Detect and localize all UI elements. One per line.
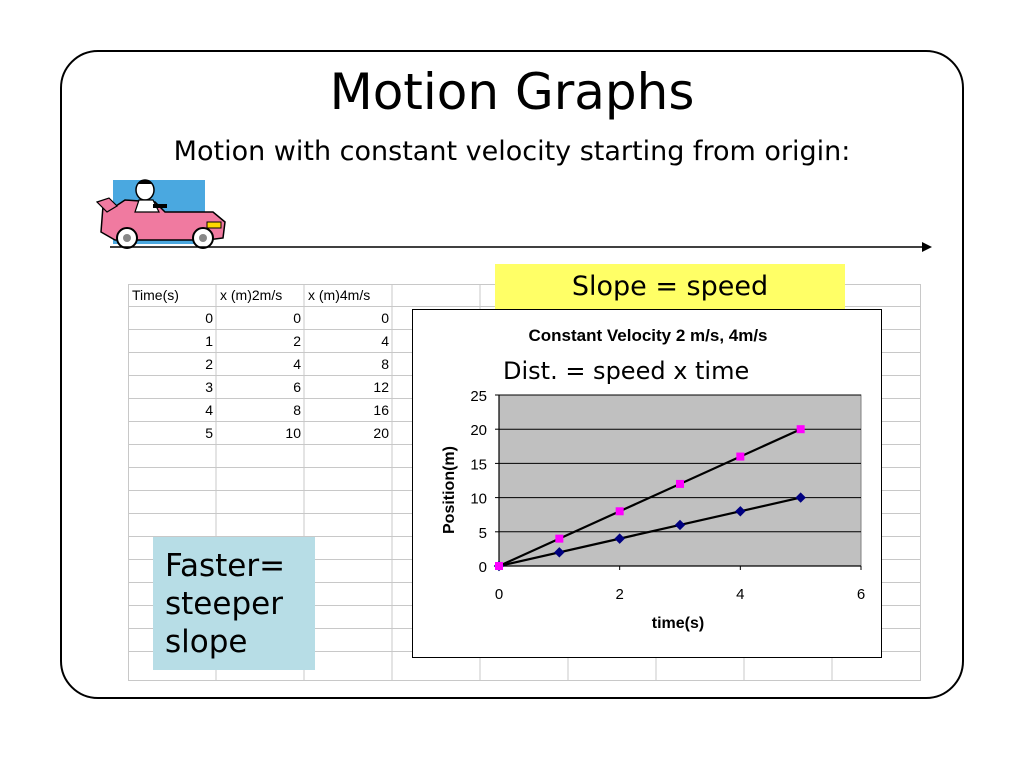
table-cell: 4 [381, 333, 389, 349]
data-point [674, 519, 686, 531]
table-cell: 4 [293, 356, 301, 372]
x-tick-label: 4 [736, 586, 744, 603]
trendline [498, 496, 801, 568]
chart-annotation: Dist. = speed x time [503, 357, 750, 385]
table-cell: 8 [293, 402, 301, 418]
data-point [495, 562, 503, 570]
table-header-x4: x (m)4m/s [308, 287, 371, 303]
slope-callout: Slope = speed [495, 264, 845, 310]
x-tick-label: 0 [495, 586, 503, 603]
data-point [555, 534, 564, 543]
x-tick-label: 6 [857, 586, 865, 603]
table-cell: 3 [205, 379, 213, 395]
faster-line: slope [165, 624, 248, 660]
data-point [614, 533, 625, 544]
data-point [736, 452, 745, 461]
table-cell: 0 [205, 310, 213, 326]
table-cell: 6 [293, 379, 301, 395]
data-point [615, 507, 624, 516]
chart-container: 0 5 10 15 20 25 0 2 4 6 Constant Velocity 2 m/s, … [412, 309, 882, 658]
table-cell: 12 [373, 379, 389, 395]
table-cell: 0 [293, 310, 301, 326]
data-point [795, 492, 806, 503]
table-cell: 10 [285, 425, 301, 441]
chart-title: Constant Velocity 2 m/s, 4m/s [528, 326, 768, 345]
table-header-time: Time(s) [132, 287, 179, 303]
faster-line: steeper [165, 586, 283, 622]
y-tick-label: 15 [470, 456, 487, 473]
table-cell: 8 [381, 356, 389, 372]
table-cell: 20 [373, 425, 389, 441]
data-point [735, 506, 746, 517]
faster-line: Faster= [165, 548, 286, 584]
car-driver-icon [95, 179, 226, 249]
x-tick-label: 2 [615, 586, 623, 603]
y-tick-label: 0 [479, 559, 487, 576]
distance-arrow [110, 242, 932, 252]
faster-callout: Faster= steeper slope [153, 537, 315, 670]
chart-plot: 0 5 10 15 20 25 0 2 4 6 [470, 388, 865, 603]
table-cell: 1 [205, 333, 213, 349]
x-axis-label: time(s) [651, 615, 705, 632]
table-cell: 5 [205, 425, 213, 441]
slide-title: Motion Graphs [329, 63, 695, 121]
y-tick-label: 20 [470, 422, 487, 439]
y-tick-label: 5 [479, 525, 487, 542]
y-tick-label: 10 [470, 491, 487, 508]
y-tick-label: 25 [470, 388, 487, 405]
trendline [498, 428, 802, 568]
table-cell: 2 [293, 333, 301, 349]
slide-subtitle: Motion with constant velocity starting f… [173, 136, 851, 167]
slide-frame [60, 50, 964, 699]
data-point [554, 547, 565, 558]
data-point [676, 479, 684, 488]
y-axis-label: Position(m) [441, 446, 458, 534]
table-cell: 0 [381, 310, 389, 326]
table-cell: 4 [205, 402, 213, 418]
table-header-x2: x (m)2m/s [220, 287, 283, 303]
data-point [796, 425, 805, 434]
table-cell: 16 [373, 402, 389, 418]
table-cell: 2 [205, 356, 213, 372]
y-axis-label-wrap: Position(m) [441, 446, 458, 534]
